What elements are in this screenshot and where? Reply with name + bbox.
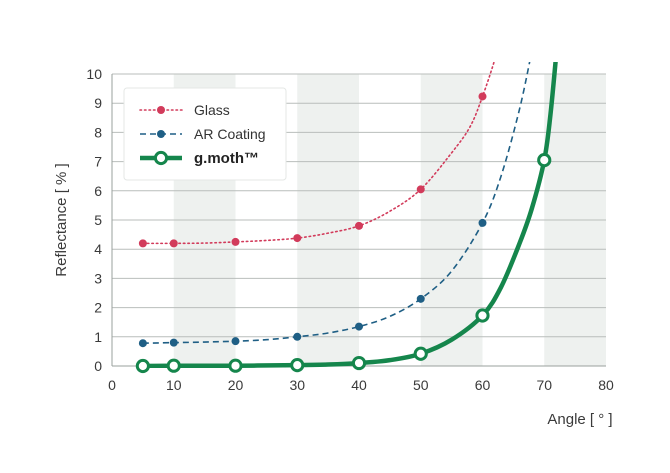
data-point — [290, 358, 305, 373]
x-tick-label: 30 — [289, 377, 305, 393]
x-tick-label: 60 — [475, 377, 491, 393]
legend-marker — [157, 130, 165, 138]
data-point — [351, 355, 367, 371]
y-tick-label: 1 — [94, 329, 102, 345]
axes: 0 1 2 3 4 5 6 7 8 9 10 0 10 20 30 40 50 60 70 80 — [86, 66, 614, 393]
data-point — [413, 346, 428, 361]
data-point — [475, 308, 490, 323]
y-tick-label: 8 — [94, 124, 102, 140]
x-tick-label: 80 — [598, 377, 614, 393]
legend-label: Glass — [194, 102, 230, 118]
y-tick-label: 7 — [94, 154, 102, 170]
data-point — [293, 234, 302, 243]
data-point — [478, 92, 487, 101]
data-point — [166, 358, 181, 373]
x-tick-label: 70 — [536, 377, 552, 393]
data-point — [537, 153, 552, 168]
x-tick-label: 0 — [108, 377, 116, 393]
data-point — [416, 185, 425, 194]
y-tick-label: 6 — [94, 183, 102, 199]
x-tick-label: 40 — [351, 377, 367, 393]
y-tick-label: 9 — [94, 95, 102, 111]
y-tick-label: 0 — [94, 358, 102, 374]
data-point — [478, 218, 487, 227]
data-point — [416, 294, 425, 303]
x-tick-label: 50 — [413, 377, 429, 393]
data-point — [355, 221, 363, 230]
x-axis-title: Angle [ ° ] — [547, 411, 612, 428]
data-point — [228, 358, 243, 373]
data-point — [293, 332, 302, 341]
legend-marker — [153, 150, 169, 166]
y-tick-label: 5 — [94, 212, 102, 228]
series-line-1 — [142, 62, 531, 345]
data-point — [138, 239, 147, 248]
y-tick-label: 4 — [94, 241, 102, 257]
series-markers — [135, 92, 552, 374]
data-point — [138, 339, 147, 348]
x-tick-label: 10 — [166, 377, 182, 393]
y-tick-label: 2 — [94, 300, 102, 316]
legend-label: AR Coating — [194, 126, 266, 142]
data-point — [135, 358, 150, 374]
data-point — [231, 337, 240, 346]
data-point — [169, 338, 178, 347]
series-line-2 — [142, 62, 558, 368]
x-tick-label: 20 — [228, 377, 244, 393]
data-point — [169, 239, 178, 248]
legend-label: g.moth™ — [194, 150, 259, 167]
y-tick-label: 10 — [86, 66, 102, 82]
legend: Glass AR Coating g.moth™ — [123, 87, 287, 181]
legend-marker — [157, 106, 165, 114]
y-axis-title: Reflectance [ % ] — [53, 163, 70, 276]
data-point — [355, 322, 363, 331]
data-point — [231, 237, 240, 246]
y-tick-label: 3 — [94, 270, 102, 286]
